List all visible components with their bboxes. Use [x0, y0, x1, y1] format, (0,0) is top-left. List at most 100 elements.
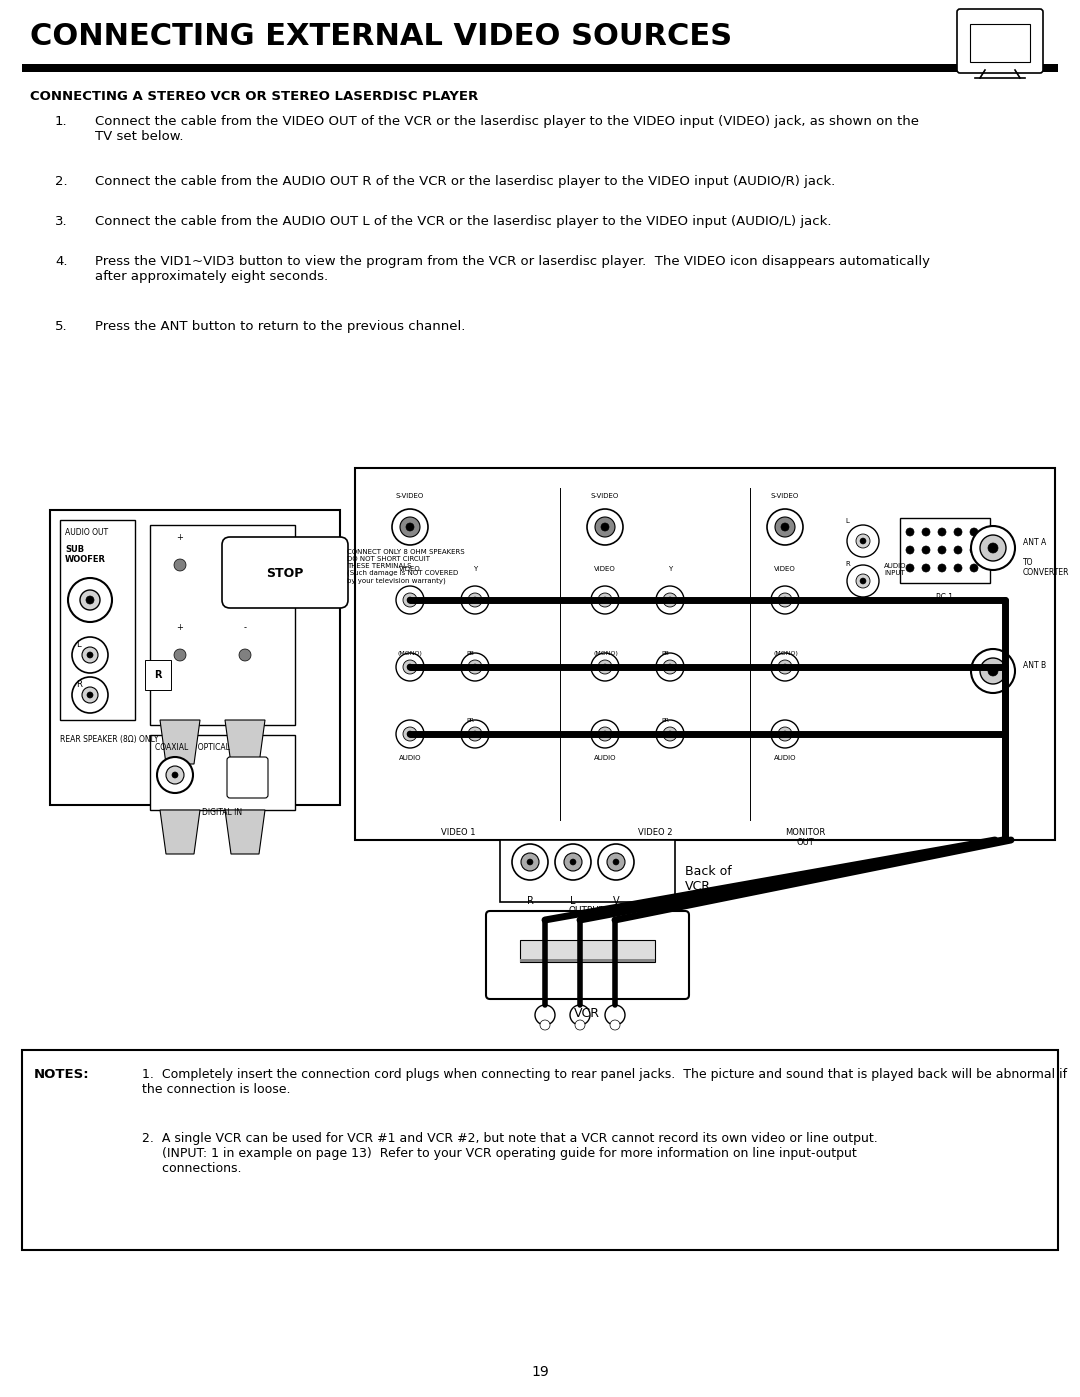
Text: (MONO): (MONO): [399, 651, 423, 657]
Circle shape: [595, 517, 615, 536]
Circle shape: [68, 578, 112, 622]
Circle shape: [771, 585, 799, 615]
Text: AUDIO: AUDIO: [773, 754, 796, 761]
Circle shape: [591, 719, 619, 747]
Circle shape: [570, 859, 576, 865]
Circle shape: [667, 597, 673, 604]
Circle shape: [87, 652, 93, 658]
Text: V: V: [612, 895, 619, 907]
Circle shape: [157, 757, 193, 793]
Circle shape: [656, 652, 684, 680]
Circle shape: [771, 719, 799, 747]
Circle shape: [667, 664, 673, 671]
Circle shape: [778, 659, 792, 673]
Circle shape: [591, 585, 619, 615]
Circle shape: [461, 585, 489, 615]
Circle shape: [521, 854, 539, 870]
Bar: [22, 64, 1058, 73]
Text: +: +: [176, 623, 184, 631]
Circle shape: [922, 546, 930, 555]
Circle shape: [396, 652, 424, 680]
Circle shape: [535, 1004, 555, 1025]
Circle shape: [610, 1020, 620, 1030]
Circle shape: [970, 528, 978, 536]
FancyBboxPatch shape: [227, 757, 268, 798]
Circle shape: [988, 666, 998, 676]
Text: VIDEO 1: VIDEO 1: [441, 828, 475, 837]
Text: Y: Y: [667, 566, 672, 571]
Circle shape: [980, 658, 1005, 685]
Circle shape: [403, 726, 417, 740]
Text: TO
CONVERTER: TO CONVERTER: [1023, 557, 1069, 577]
FancyBboxPatch shape: [957, 8, 1043, 73]
Circle shape: [607, 854, 625, 870]
Text: STOP: STOP: [267, 567, 303, 580]
Polygon shape: [160, 719, 200, 764]
Text: 2.  A single VCR can be used for VCR #1 and VCR #2, but note that a VCR cannot r: 2. A single VCR can be used for VCR #1 a…: [141, 1132, 878, 1175]
Text: S-VIDEO: S-VIDEO: [396, 493, 424, 499]
Text: S-VIDEO: S-VIDEO: [771, 493, 799, 499]
Circle shape: [782, 597, 788, 604]
Circle shape: [166, 766, 184, 784]
Circle shape: [407, 731, 413, 738]
Circle shape: [527, 859, 534, 865]
Text: AUDIO: AUDIO: [594, 754, 617, 761]
Circle shape: [174, 650, 186, 661]
Circle shape: [939, 564, 946, 571]
Circle shape: [461, 652, 489, 680]
Circle shape: [782, 664, 788, 671]
Text: R: R: [527, 895, 534, 907]
Circle shape: [954, 528, 962, 536]
Circle shape: [970, 546, 978, 555]
Circle shape: [468, 726, 482, 740]
Text: VCR: VCR: [573, 1007, 600, 1020]
Circle shape: [667, 731, 673, 738]
Bar: [150, 735, 295, 810]
Text: 5.: 5.: [55, 320, 68, 332]
Circle shape: [407, 664, 413, 671]
Circle shape: [980, 535, 1005, 562]
Bar: [970, 24, 1030, 61]
Circle shape: [174, 559, 186, 571]
Bar: [355, 468, 1055, 840]
Circle shape: [656, 585, 684, 615]
Circle shape: [922, 528, 930, 536]
Text: PB: PB: [661, 651, 669, 657]
Text: (MONO): (MONO): [773, 651, 798, 657]
Text: -: -: [243, 534, 246, 542]
Circle shape: [239, 559, 251, 571]
Bar: [500, 840, 675, 902]
Circle shape: [570, 1004, 590, 1025]
Circle shape: [472, 597, 478, 604]
Circle shape: [82, 687, 98, 703]
FancyBboxPatch shape: [486, 911, 689, 999]
Text: REAR SPEAKER (8Ω) ONLY: REAR SPEAKER (8Ω) ONLY: [60, 735, 159, 745]
Text: R: R: [845, 562, 850, 567]
Circle shape: [605, 1004, 625, 1025]
Circle shape: [663, 592, 677, 608]
Circle shape: [775, 517, 795, 536]
Circle shape: [600, 522, 609, 531]
Circle shape: [86, 597, 94, 604]
Circle shape: [856, 534, 870, 548]
Text: L: L: [76, 640, 81, 650]
Circle shape: [564, 854, 582, 870]
Circle shape: [406, 522, 414, 531]
Circle shape: [72, 637, 108, 673]
Text: AUDIO
INPUT: AUDIO INPUT: [883, 563, 906, 576]
Bar: [519, 940, 654, 963]
Circle shape: [939, 546, 946, 555]
Text: MONITOR
OUT: MONITOR OUT: [785, 828, 825, 848]
Text: 2.: 2.: [55, 175, 68, 189]
Circle shape: [472, 731, 478, 738]
Circle shape: [860, 538, 866, 543]
Circle shape: [588, 509, 623, 545]
Circle shape: [400, 517, 420, 536]
Bar: [50, 510, 340, 805]
Circle shape: [472, 664, 478, 671]
Circle shape: [407, 597, 413, 604]
Circle shape: [598, 844, 634, 880]
Text: OUTPUT: OUTPUT: [569, 907, 605, 915]
Circle shape: [856, 574, 870, 588]
Text: SUB
WOOFER: SUB WOOFER: [65, 545, 106, 564]
